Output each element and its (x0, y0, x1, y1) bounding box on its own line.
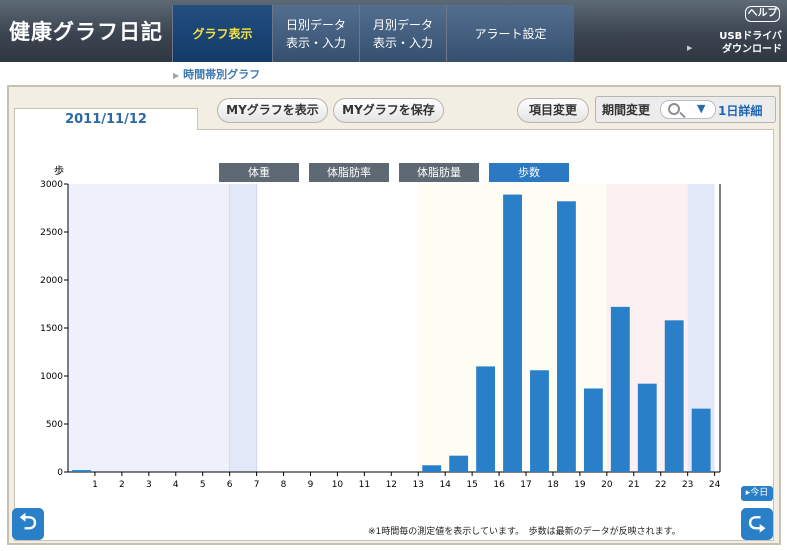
chevron-down-icon: ▼ (697, 102, 706, 115)
day-detail-label[interactable]: 1日詳細 (718, 104, 763, 118)
top-navigation-bar: 健康グラフ日記 グラフ表示 日別データ表示・入力 月別データ表示・入力 アラート… (0, 0, 787, 62)
period-change-control: 期間変更 ▼ 1日詳細 (595, 96, 776, 123)
tab-label: 日別データ (285, 17, 346, 32)
period-select[interactable]: ▼ (660, 100, 716, 119)
tab-daily-data[interactable]: 日別データ表示・入力 (272, 5, 359, 62)
series-button-steps[interactable]: 歩数 (489, 163, 569, 182)
return-left-arrow-icon[interactable]: ⮌ (12, 508, 44, 540)
usb-link-line2: ダウンロード (722, 44, 782, 55)
change-items-button[interactable]: 項目変更 (517, 98, 589, 123)
today-button[interactable]: ▸今日 (741, 486, 773, 501)
chart-panel (14, 129, 774, 541)
save-my-graph-button[interactable]: MYグラフを保存 (333, 98, 444, 123)
help-button[interactable]: ヘルプ (745, 6, 780, 22)
tab-monthly-data[interactable]: 月別データ表示・入力 (359, 5, 446, 62)
magnifier-icon (668, 103, 680, 115)
tab-label: アラート設定 (474, 26, 547, 41)
date-tab: 2011/11/12 (14, 108, 198, 130)
tab-label: 表示・入力 (372, 35, 433, 50)
tab-label: グラフ表示 (192, 26, 253, 41)
tab-alert-settings[interactable]: アラート設定 (446, 5, 574, 62)
breadcrumb-label: 時間帯別グラフ (183, 68, 261, 81)
usb-driver-download-link[interactable]: ▶ USBドライバ ダウンロード (687, 30, 782, 56)
tab-label: 表示・入力 (285, 35, 346, 50)
series-button-body-fat-mass[interactable]: 体脂肪量 (399, 163, 479, 182)
series-button-weight[interactable]: 体重 (219, 163, 299, 182)
series-button-body-fat-rate[interactable]: 体脂肪率 (309, 163, 389, 182)
triangle-right-icon: ▶ (173, 71, 180, 80)
show-my-graph-button[interactable]: MYグラフを表示 (217, 98, 328, 123)
period-change-label: 期間変更 (602, 103, 651, 117)
app-title: 健康グラフ日記 (9, 20, 163, 44)
measurement-footnote: ※1時間毎の測定値を表示しています。 歩数は最新のデータが反映されます。 (368, 527, 681, 537)
usb-link-line1: USBドライバ (719, 31, 782, 42)
breadcrumb: ▶ 時間帯別グラフ (173, 66, 260, 82)
tab-graph-display[interactable]: グラフ表示 (172, 5, 272, 62)
return-right-arrow-icon[interactable]: ⮎ (741, 508, 773, 540)
tab-label: 月別データ (372, 17, 433, 32)
today-label: 今日 (750, 488, 769, 498)
triangle-right-icon: ▶ (687, 44, 693, 52)
